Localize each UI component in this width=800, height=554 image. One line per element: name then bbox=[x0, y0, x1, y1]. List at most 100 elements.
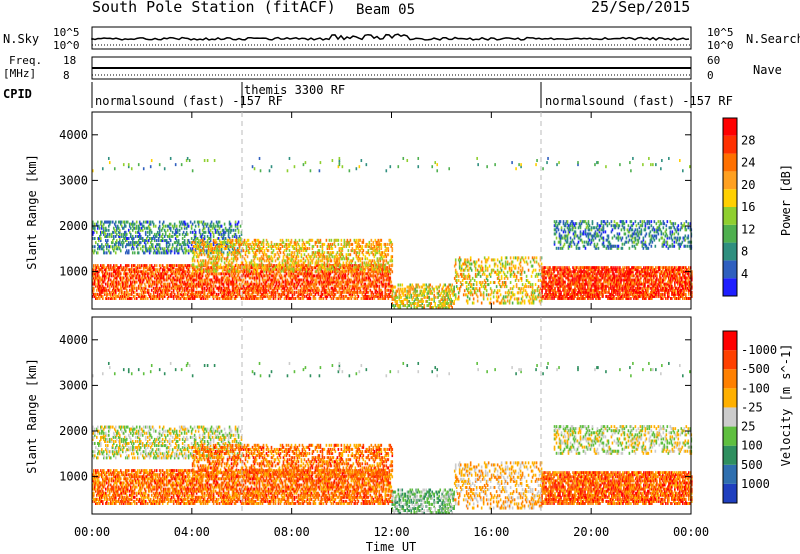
power-cell bbox=[199, 245, 201, 248]
power-cell bbox=[195, 239, 197, 242]
power-cell bbox=[231, 225, 233, 228]
power-cell bbox=[392, 247, 394, 250]
power-cell bbox=[251, 259, 253, 262]
power-cell bbox=[363, 253, 365, 256]
power-cell bbox=[396, 300, 398, 303]
power-cell bbox=[289, 253, 291, 256]
power-cell bbox=[296, 291, 298, 294]
power-cell bbox=[221, 233, 223, 236]
power-cell bbox=[381, 243, 383, 246]
power-cell bbox=[97, 251, 99, 254]
power-cell bbox=[194, 259, 196, 262]
power-cell bbox=[221, 225, 223, 228]
power-cell bbox=[352, 243, 354, 246]
power-scatter bbox=[92, 157, 693, 309]
power-cell bbox=[204, 287, 206, 290]
power-cell bbox=[384, 259, 386, 262]
power-cell bbox=[286, 243, 288, 246]
power-cell bbox=[286, 239, 288, 242]
power-cell bbox=[182, 237, 184, 240]
power-cell bbox=[130, 233, 132, 236]
power-cell bbox=[228, 239, 230, 242]
power-cell bbox=[172, 235, 174, 238]
power-cell bbox=[112, 245, 114, 248]
power-cell bbox=[141, 264, 143, 267]
power-cell bbox=[293, 268, 295, 271]
power-cell bbox=[234, 247, 236, 250]
power-cell bbox=[190, 231, 192, 234]
power-cell bbox=[390, 276, 392, 279]
power-cell bbox=[360, 263, 362, 266]
power-cell bbox=[243, 278, 245, 281]
power-cell bbox=[301, 263, 303, 266]
power-cell bbox=[220, 263, 222, 266]
power-cell bbox=[232, 239, 234, 242]
power-cell bbox=[358, 266, 360, 269]
power-cell bbox=[338, 243, 340, 246]
power-cell bbox=[100, 237, 102, 240]
power-cell bbox=[233, 266, 235, 269]
power-cell bbox=[416, 290, 418, 293]
power-cell bbox=[257, 257, 259, 260]
power-cell bbox=[163, 221, 165, 224]
power-cell bbox=[228, 245, 230, 248]
power-cell bbox=[387, 243, 389, 246]
power-cell bbox=[238, 266, 240, 269]
power-cell bbox=[341, 243, 343, 246]
power-cell bbox=[320, 245, 322, 248]
power-cell bbox=[366, 276, 368, 279]
power-cell bbox=[110, 221, 112, 224]
power-cell bbox=[210, 229, 212, 232]
power-cell bbox=[301, 253, 303, 256]
power-cell bbox=[229, 259, 231, 262]
power-cell bbox=[115, 221, 117, 224]
power-cell bbox=[294, 251, 296, 254]
power-cell bbox=[106, 276, 108, 279]
power-cell bbox=[172, 231, 174, 234]
power-cell bbox=[259, 263, 261, 266]
power-cell bbox=[388, 289, 390, 292]
power-cell bbox=[174, 264, 176, 267]
power-cell bbox=[101, 221, 103, 224]
power-cell bbox=[183, 251, 185, 254]
power-cell bbox=[120, 272, 122, 275]
power-cell bbox=[99, 227, 101, 230]
power-cell bbox=[236, 263, 238, 266]
power-cell bbox=[373, 241, 375, 244]
power-cell bbox=[221, 272, 223, 275]
power-cell bbox=[254, 270, 256, 273]
power-cell bbox=[97, 221, 99, 224]
power-cell bbox=[219, 255, 221, 258]
power-cell bbox=[159, 221, 161, 224]
power-cell bbox=[110, 245, 112, 248]
power-cell bbox=[223, 266, 225, 269]
power-cell bbox=[281, 270, 283, 273]
power-cell bbox=[145, 285, 147, 288]
power-cell bbox=[263, 239, 265, 242]
power-cell bbox=[160, 247, 162, 250]
power-cell bbox=[124, 221, 126, 224]
power-cell bbox=[310, 297, 312, 300]
power-cell bbox=[229, 251, 231, 254]
power-cell bbox=[107, 293, 109, 296]
power-cell bbox=[204, 235, 206, 238]
power-cell bbox=[188, 225, 190, 228]
power-cell bbox=[381, 239, 383, 242]
power-cell bbox=[162, 233, 164, 236]
power-cell bbox=[350, 285, 352, 288]
power-cell bbox=[285, 259, 287, 262]
power-cell bbox=[418, 286, 420, 289]
power-cell bbox=[136, 281, 138, 284]
power-cell bbox=[151, 289, 153, 292]
power-cell bbox=[350, 253, 352, 256]
power-cell bbox=[177, 229, 179, 232]
power-cell bbox=[388, 247, 390, 250]
power-cell bbox=[238, 229, 240, 232]
power-cell bbox=[243, 297, 245, 300]
power-cell bbox=[171, 291, 173, 294]
power-cell bbox=[335, 270, 337, 273]
power-cell bbox=[362, 257, 364, 260]
power-cell bbox=[219, 221, 221, 224]
power-cell bbox=[185, 223, 187, 226]
